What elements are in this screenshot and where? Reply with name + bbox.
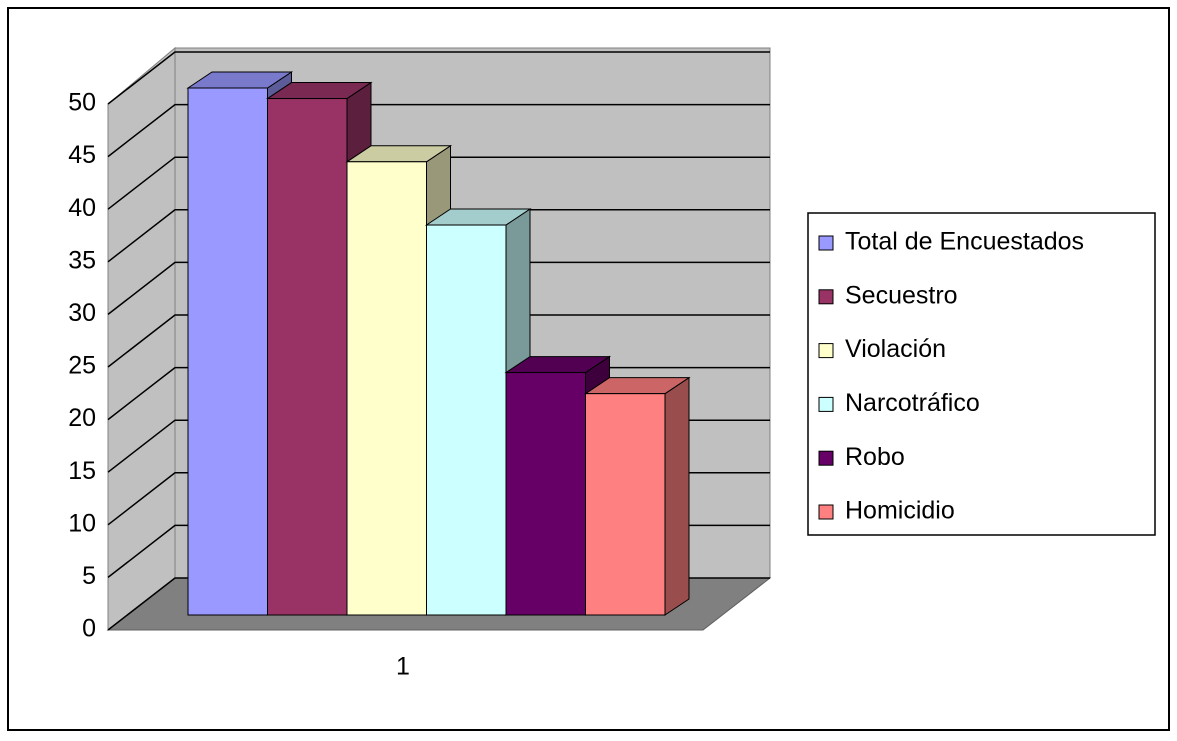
y-tick-label: 30: [68, 299, 96, 327]
y-tick-label: 0: [82, 615, 96, 643]
y-tick-label: 10: [68, 509, 96, 537]
grid-line: [107, 314, 770, 368]
bar-side: [664, 376, 690, 616]
legend-label: Homicidio: [845, 497, 955, 525]
y-tick-label: 20: [68, 404, 96, 432]
y-tick-label: 25: [68, 352, 96, 380]
y-tick-label: 15: [68, 457, 96, 485]
side-wall: [107, 46, 176, 632]
legend-label: Robo: [845, 443, 905, 471]
grid-line: [107, 261, 770, 315]
x-tick-label: 1: [396, 653, 410, 681]
legend-swatch: [818, 235, 834, 251]
bar: [346, 161, 427, 616]
legend-swatch: [818, 343, 834, 359]
grid-line: [107, 209, 770, 263]
y-tick-label: 45: [68, 141, 96, 169]
grid-line: [107, 156, 770, 210]
bar: [426, 224, 507, 616]
legend-swatch: [818, 289, 834, 305]
bar: [585, 393, 666, 616]
legend-label: Violación: [845, 335, 946, 363]
legend-label: Secuestro: [845, 281, 958, 309]
bar: [267, 98, 348, 616]
legend-swatch: [818, 396, 834, 412]
bar: [187, 87, 268, 616]
grid-line: [107, 51, 770, 105]
legend-swatch: [818, 504, 834, 520]
y-tick-label: 40: [68, 194, 96, 222]
legend-swatch: [818, 450, 834, 466]
bar: [505, 372, 586, 616]
y-tick-label: 5: [82, 562, 96, 590]
legend-label: Narcotráfico: [845, 389, 980, 417]
grid-line: [107, 103, 770, 158]
legend-label: Total de Encuestados: [845, 228, 1084, 256]
y-tick-label: 35: [68, 246, 96, 274]
y-tick-label: 50: [68, 89, 96, 117]
legend: [807, 212, 1156, 536]
